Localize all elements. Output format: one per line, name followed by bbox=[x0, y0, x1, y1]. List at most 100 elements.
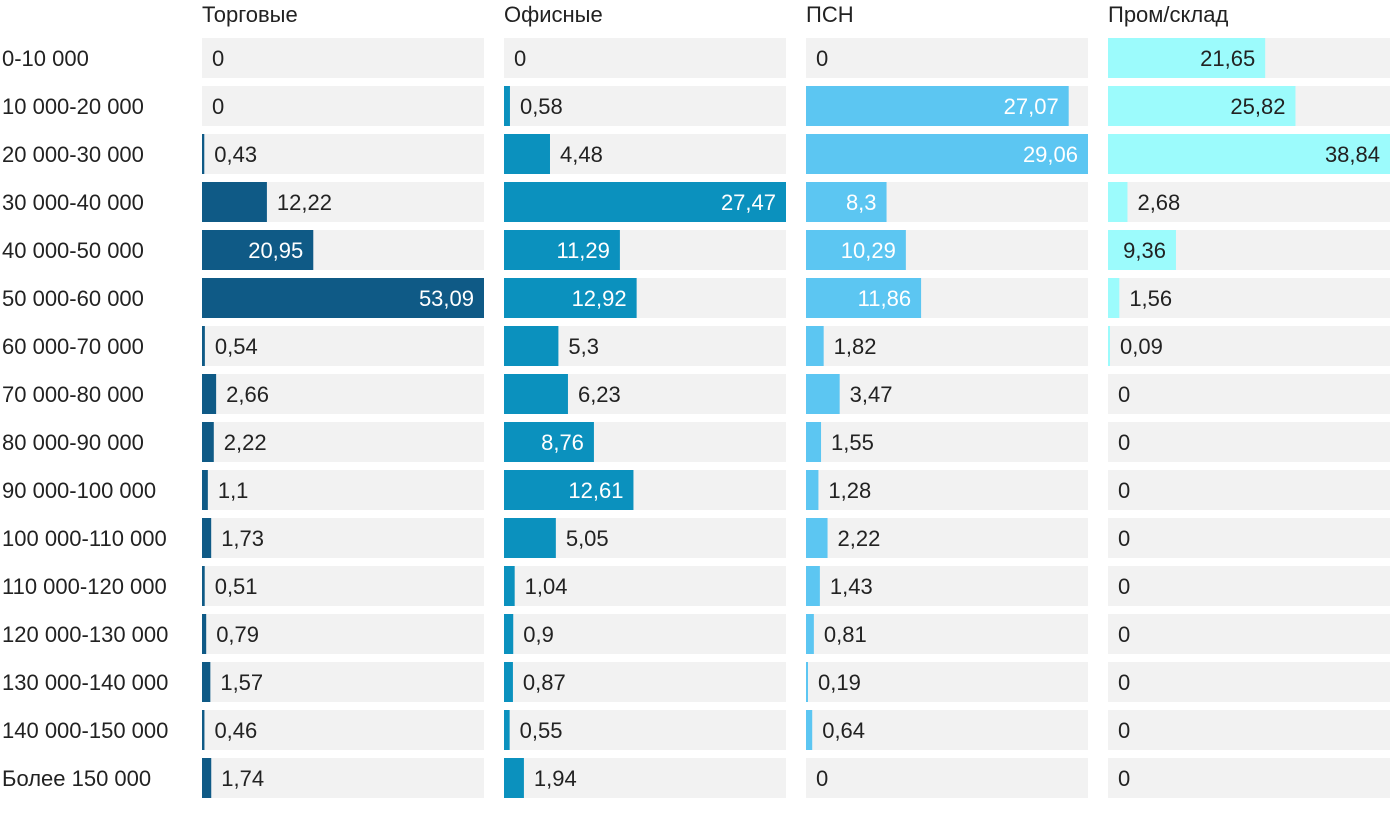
data-label: 12,92 bbox=[572, 286, 627, 311]
bar bbox=[504, 86, 510, 126]
series-header: ПСН bbox=[806, 2, 854, 27]
bar-track bbox=[806, 710, 1088, 750]
bar bbox=[202, 374, 217, 414]
bar bbox=[1108, 230, 1176, 270]
data-label: 0 bbox=[1118, 478, 1130, 503]
bar-track bbox=[504, 710, 786, 750]
bar-track bbox=[806, 518, 1088, 558]
bar bbox=[202, 614, 207, 654]
bar bbox=[202, 182, 267, 222]
data-label: 0 bbox=[1118, 430, 1130, 455]
data-label: 8,3 bbox=[846, 190, 877, 215]
data-label: 1,55 bbox=[831, 430, 874, 455]
category-label: 90 000-100 000 bbox=[2, 478, 156, 503]
category-label: 30 000-40 000 bbox=[2, 190, 144, 215]
bar-track bbox=[202, 134, 484, 174]
category-label: 100 000-110 000 bbox=[2, 526, 167, 551]
bar bbox=[806, 182, 887, 222]
bar bbox=[504, 422, 594, 462]
chart-panels: 0 0 0,43 12,22 20,95 53,09 0,54 2,66 2,22 1,1 1,73… bbox=[202, 38, 1390, 798]
data-label: 2,66 bbox=[226, 382, 269, 407]
bar-track bbox=[806, 470, 1088, 510]
bar-track bbox=[806, 326, 1088, 366]
data-label: 0 bbox=[212, 94, 224, 119]
bar-track bbox=[1108, 758, 1390, 798]
bar-track bbox=[806, 38, 1088, 78]
data-label: 0 bbox=[1118, 766, 1130, 791]
series-header: Пром/склад bbox=[1108, 2, 1228, 27]
data-label: 1,56 bbox=[1129, 286, 1172, 311]
bar-track bbox=[504, 38, 786, 78]
bar bbox=[504, 230, 620, 270]
data-label: 0 bbox=[816, 766, 828, 791]
bar-track bbox=[202, 38, 484, 78]
data-label: 11,29 bbox=[556, 238, 609, 263]
panel: 0 0 0,43 12,22 20,95 53,09 0,54 2,66 2,22 1,1 1,73… bbox=[202, 38, 484, 798]
category-label: 80 000-90 000 bbox=[2, 430, 144, 455]
category-label: 50 000-60 000 bbox=[2, 286, 144, 311]
bar-track bbox=[504, 662, 786, 702]
bar-track bbox=[1108, 278, 1390, 318]
data-label: 27,47 bbox=[721, 190, 776, 215]
bar-track bbox=[1108, 326, 1390, 366]
bar bbox=[806, 374, 840, 414]
bar-track bbox=[1108, 422, 1390, 462]
data-label: 12,61 bbox=[568, 478, 623, 503]
bar bbox=[806, 710, 813, 750]
data-label: 1,74 bbox=[221, 766, 264, 791]
panel: 0 0,58 4,48 27,47 11,29 12,92 5,3 6,23 8,76 12,61… bbox=[504, 38, 786, 798]
bar-track bbox=[202, 374, 484, 414]
data-label: 0 bbox=[816, 46, 828, 71]
bar bbox=[1108, 278, 1120, 318]
bar bbox=[806, 326, 824, 366]
data-label: 0 bbox=[1118, 718, 1130, 743]
category-label: 130 000-140 000 bbox=[2, 670, 168, 695]
panel: 21,65 25,82 38,84 2,68 9,36 1,56 0,09 0 0 0 0 0 0 0 0 0 bbox=[1108, 38, 1390, 798]
bar-track bbox=[504, 134, 786, 174]
data-label: 27,07 bbox=[1004, 94, 1059, 119]
data-label: 2,22 bbox=[224, 430, 267, 455]
data-label: 0 bbox=[212, 46, 224, 71]
category-label: 70 000-80 000 bbox=[2, 382, 144, 407]
bar-track bbox=[1108, 374, 1390, 414]
panel: 0 27,07 29,06 8,3 10,29 11,86 1,82 3,47 1,55 1,28… bbox=[806, 38, 1088, 798]
bar bbox=[806, 422, 822, 462]
data-label: 0,54 bbox=[215, 334, 258, 359]
bar-track bbox=[806, 566, 1088, 606]
bar bbox=[504, 374, 568, 414]
category-label: 0-10 000 bbox=[2, 46, 89, 71]
data-label: 0 bbox=[1118, 526, 1130, 551]
data-label: 0,9 bbox=[523, 622, 554, 647]
data-label: 25,82 bbox=[1230, 94, 1285, 119]
bar-track bbox=[806, 374, 1088, 414]
category-label: 60 000-70 000 bbox=[2, 334, 144, 359]
bar bbox=[202, 278, 484, 318]
bar bbox=[202, 518, 212, 558]
bar-track bbox=[202, 566, 484, 606]
category-label: 20 000-30 000 bbox=[2, 142, 144, 167]
series-header: Торговые bbox=[202, 2, 298, 27]
data-label: 0,79 bbox=[216, 622, 259, 647]
bar bbox=[806, 134, 1088, 174]
bar-track bbox=[202, 422, 484, 462]
data-label: 1,57 bbox=[220, 670, 263, 695]
bar bbox=[504, 278, 637, 318]
bar bbox=[806, 566, 820, 606]
category-label: Более 150 000 bbox=[2, 766, 151, 791]
data-label: 0,19 bbox=[818, 670, 861, 695]
bar bbox=[1108, 86, 1296, 126]
data-label: 2,68 bbox=[1137, 190, 1180, 215]
bar bbox=[202, 326, 205, 366]
data-label: 8,76 bbox=[541, 430, 584, 455]
data-label: 1,82 bbox=[834, 334, 877, 359]
data-label: 0,64 bbox=[822, 718, 865, 743]
bar bbox=[806, 278, 922, 318]
category-label: 140 000-150 000 bbox=[2, 718, 168, 743]
bar bbox=[504, 326, 559, 366]
bar bbox=[202, 710, 205, 750]
bar bbox=[1108, 182, 1128, 222]
bar bbox=[504, 662, 513, 702]
bar-track bbox=[202, 662, 484, 702]
bar-track bbox=[202, 614, 484, 654]
